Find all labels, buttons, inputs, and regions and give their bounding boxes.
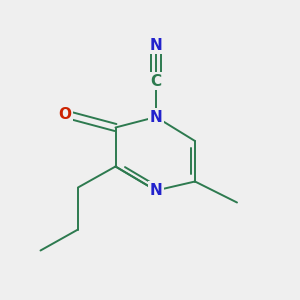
Text: C: C: [150, 74, 162, 88]
Text: N: N: [150, 183, 162, 198]
Text: O: O: [58, 107, 71, 122]
Text: N: N: [150, 110, 162, 124]
Text: N: N: [150, 38, 162, 52]
